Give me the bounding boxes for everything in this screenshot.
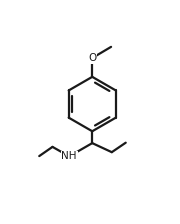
Text: O: O <box>88 53 96 63</box>
Text: NH: NH <box>62 151 77 161</box>
